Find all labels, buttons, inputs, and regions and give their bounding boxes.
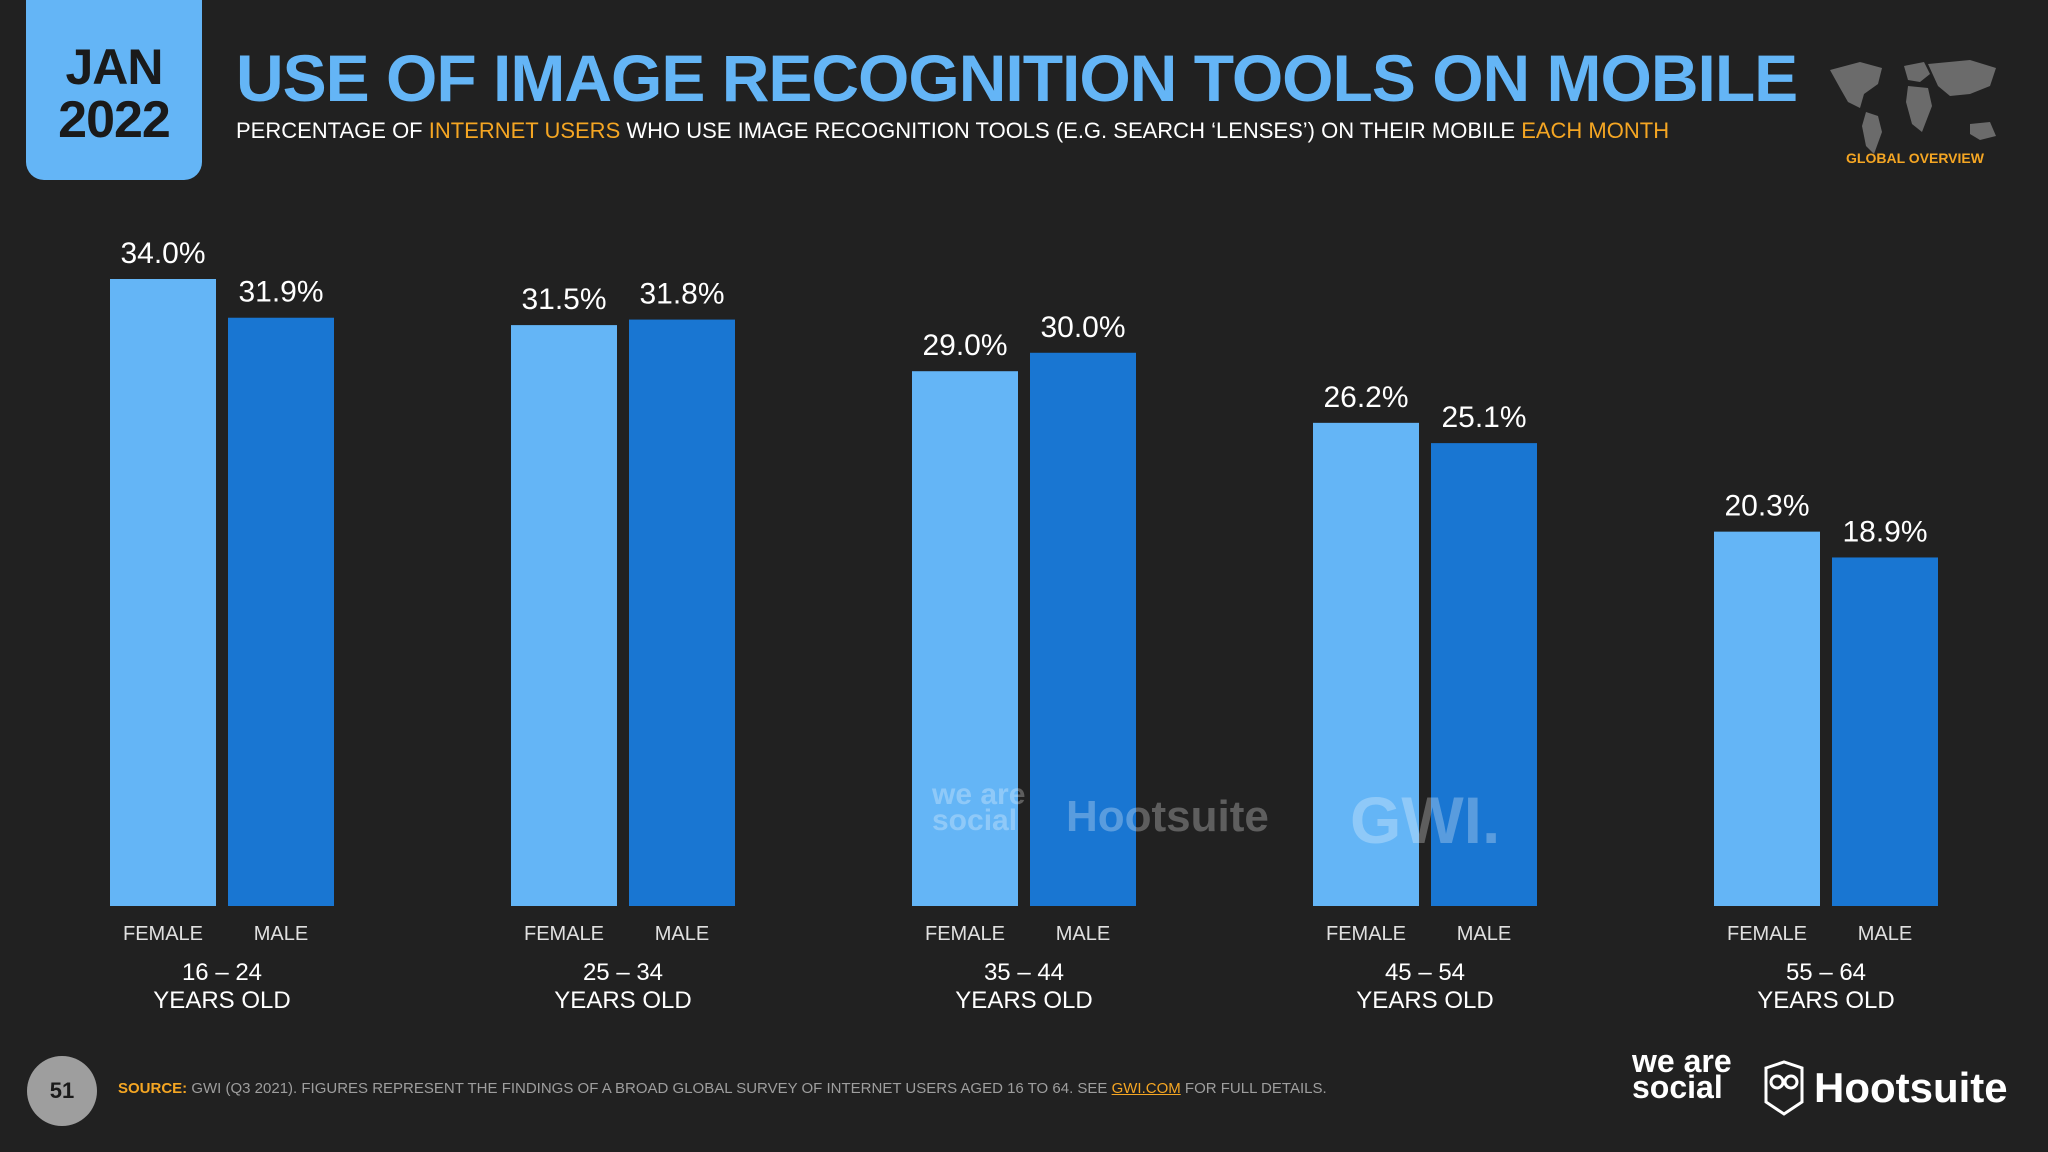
source-label: SOURCE: xyxy=(118,1080,188,1097)
data-label-female-1: 31.5% xyxy=(521,283,606,316)
date-badge: JAN 2022 xyxy=(26,0,202,180)
category-label-2: 35 – 44 xyxy=(984,959,1064,986)
category-label-4: 55 – 64 xyxy=(1786,959,1866,986)
badge-month: JAN xyxy=(65,39,163,95)
data-label-male-4: 18.9% xyxy=(1842,515,1927,548)
category-label-3: 45 – 54 xyxy=(1385,959,1465,986)
subtitle-highlight-internet-users: INTERNET USERS xyxy=(428,118,621,143)
data-label-female-2: 29.0% xyxy=(922,329,1007,362)
data-label-male-2: 30.0% xyxy=(1040,311,1125,344)
category-suffix-1: YEARS OLD xyxy=(554,987,691,1014)
bar-male-2 xyxy=(1030,352,1136,906)
series-label-male-2: MALE xyxy=(1056,923,1110,945)
bar-male-0 xyxy=(228,317,334,907)
series-label-female-4: FEMALE xyxy=(1727,923,1807,945)
source-note: SOURCE: GWI (Q3 2021). FIGURES REPRESENT… xyxy=(118,1080,1327,1097)
series-label-female-2: FEMALE xyxy=(925,923,1005,945)
subtitle-highlight-each-month: EACH MONTH xyxy=(1521,118,1670,143)
bar-female-4 xyxy=(1714,531,1820,906)
bar-female-0 xyxy=(110,279,216,906)
watermark-gwi: GWI. xyxy=(1350,783,1501,857)
series-label-female-0: FEMALE xyxy=(123,923,203,945)
world-map-icon xyxy=(1830,60,1996,154)
watermark-we-are-social: we are social xyxy=(932,778,1026,837)
hootsuite-logo: Hootsuite xyxy=(1762,1060,2008,1116)
series-label-female-1: FEMALE xyxy=(524,923,604,945)
category-suffix-4: YEARS OLD xyxy=(1757,987,1894,1014)
series-label-male-4: MALE xyxy=(1858,923,1912,945)
badge-year: 2022 xyxy=(58,91,171,149)
data-label-male-1: 31.8% xyxy=(639,278,724,311)
category-suffix-2: YEARS OLD xyxy=(955,987,1092,1014)
global-overview-label: GLOBAL OVERVIEW xyxy=(1846,150,1984,166)
bar-male-4 xyxy=(1832,557,1938,906)
source-link[interactable]: GWI.COM xyxy=(1111,1080,1181,1097)
data-label-female-3: 26.2% xyxy=(1323,381,1408,414)
page-title: USE OF IMAGE RECOGNITION TOOLS ON MOBILE xyxy=(236,41,1798,115)
bar-female-1 xyxy=(511,325,617,907)
bar-male-3 xyxy=(1431,443,1537,906)
category-suffix-0: YEARS OLD xyxy=(153,987,290,1014)
page-subtitle: PERCENTAGE OF INTERNET USERS WHO USE IMA… xyxy=(236,118,1669,144)
category-label-0: 16 – 24 xyxy=(182,959,262,986)
source-text-1: GWI (Q3 2021). FIGURES REPRESENT THE FIN… xyxy=(187,1080,1112,1097)
hootsuite-owl-icon xyxy=(1764,1060,1804,1116)
page-number: 51 xyxy=(27,1056,97,1126)
data-label-female-0: 34.0% xyxy=(120,237,205,270)
series-label-female-3: FEMALE xyxy=(1326,923,1406,945)
data-label-male-0: 31.9% xyxy=(238,276,323,309)
series-label-male-1: MALE xyxy=(655,923,709,945)
source-text-2: FOR FULL DETAILS. xyxy=(1180,1080,1327,1097)
subtitle-part-3: WHO USE IMAGE RECOGNITION TOOLS (E.G. SE… xyxy=(620,118,1522,143)
watermark-hootsuite: Hootsuite xyxy=(1066,792,1269,841)
series-label-male-3: MALE xyxy=(1457,923,1511,945)
category-suffix-3: YEARS OLD xyxy=(1356,987,1493,1014)
data-label-female-4: 20.3% xyxy=(1724,490,1809,523)
data-label-male-3: 25.1% xyxy=(1441,401,1526,434)
bar-female-3 xyxy=(1313,422,1419,906)
subtitle-part-1: PERCENTAGE OF xyxy=(236,118,429,143)
series-label-male-0: MALE xyxy=(254,923,308,945)
hootsuite-logo-text: Hootsuite xyxy=(1814,1064,2008,1111)
category-label-1: 25 – 34 xyxy=(583,959,663,986)
bar-male-1 xyxy=(629,319,735,907)
we-are-social-logo: we are social xyxy=(1632,1043,1732,1105)
bar-female-2 xyxy=(912,371,1018,906)
